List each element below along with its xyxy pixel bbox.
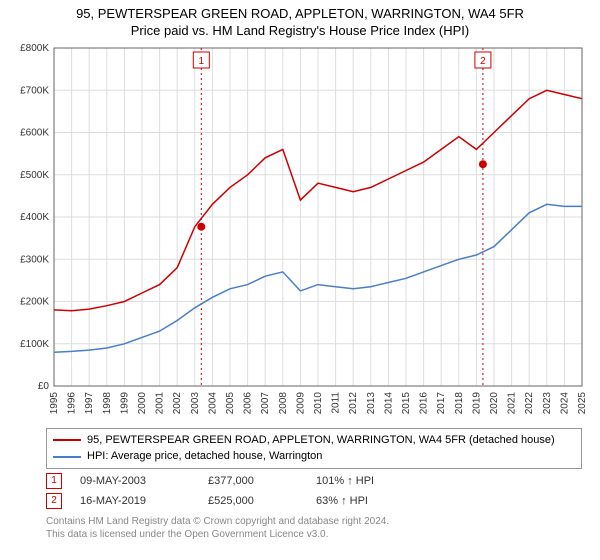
svg-text:2024: 2024 — [559, 391, 570, 414]
svg-text:2008: 2008 — [278, 391, 289, 414]
svg-text:2: 2 — [480, 56, 486, 67]
svg-text:2000: 2000 — [137, 391, 148, 414]
svg-text:2012: 2012 — [348, 391, 359, 414]
svg-text:2005: 2005 — [225, 391, 236, 414]
svg-text:£200K: £200K — [20, 296, 49, 307]
svg-text:2010: 2010 — [313, 391, 324, 414]
svg-text:1999: 1999 — [119, 391, 130, 414]
svg-text:1: 1 — [199, 56, 205, 67]
chart-container: 95, PEWTERSPEAR GREEN ROAD, APPLETON, WA… — [0, 0, 600, 545]
legend-swatch-2 — [53, 456, 81, 458]
svg-text:£500K: £500K — [20, 170, 49, 181]
legend-row-1: 95, PEWTERSPEAR GREEN ROAD, APPLETON, WA… — [53, 432, 575, 449]
marker-date-1: 09-MAY-2003 — [80, 475, 190, 487]
svg-text:1996: 1996 — [67, 391, 78, 414]
marker-date-2: 16-MAY-2019 — [80, 495, 190, 507]
marker-row-2: 2 16-MAY-2019 £525,000 63% ↑ HPI — [46, 493, 582, 509]
chart-title-line1: 95, PEWTERSPEAR GREEN ROAD, APPLETON, WA… — [10, 6, 590, 23]
svg-text:2023: 2023 — [542, 391, 553, 414]
legend-label-2: HPI: Average price, detached house, Warr… — [87, 448, 322, 465]
svg-text:2014: 2014 — [383, 391, 394, 414]
svg-text:1995: 1995 — [49, 391, 60, 414]
svg-text:2002: 2002 — [172, 391, 183, 414]
marker-row-1: 1 09-MAY-2003 £377,000 101% ↑ HPI — [46, 473, 582, 489]
footnote-line1: Contains HM Land Registry data © Crown c… — [46, 515, 582, 528]
marker-price-2: £525,000 — [208, 495, 298, 507]
footnote-line2: This data is licensed under the Open Gov… — [46, 528, 582, 541]
svg-text:2022: 2022 — [524, 391, 535, 414]
svg-text:1997: 1997 — [84, 391, 95, 414]
svg-text:2025: 2025 — [577, 391, 588, 414]
svg-text:1998: 1998 — [102, 391, 113, 414]
svg-text:2006: 2006 — [243, 391, 254, 414]
svg-text:2021: 2021 — [507, 391, 518, 414]
legend-row-2: HPI: Average price, detached house, Warr… — [53, 448, 575, 465]
svg-text:2015: 2015 — [401, 391, 412, 414]
legend-box: 95, PEWTERSPEAR GREEN ROAD, APPLETON, WA… — [46, 428, 582, 469]
svg-text:£300K: £300K — [20, 254, 49, 265]
marker-badge-1: 1 — [46, 473, 62, 489]
marker-badge-2: 2 — [46, 493, 62, 509]
svg-text:2011: 2011 — [331, 391, 342, 413]
svg-text:2003: 2003 — [190, 391, 201, 414]
marker-pct-1: 101% ↑ HPI — [316, 475, 426, 487]
marker-price-1: £377,000 — [208, 475, 298, 487]
svg-text:2007: 2007 — [260, 391, 271, 414]
svg-text:£600K: £600K — [20, 127, 49, 138]
legend-label-1: 95, PEWTERSPEAR GREEN ROAD, APPLETON, WA… — [87, 432, 555, 449]
svg-text:2016: 2016 — [419, 391, 430, 414]
svg-text:2019: 2019 — [471, 391, 482, 414]
svg-text:2017: 2017 — [436, 391, 447, 414]
svg-text:£100K: £100K — [20, 339, 49, 350]
svg-text:2001: 2001 — [155, 391, 166, 414]
chart-svg: £0 £100K £200K £300K £400K £500K £600K £700K £80… — [10, 42, 590, 422]
svg-text:£700K: £700K — [20, 85, 49, 96]
svg-text:2009: 2009 — [295, 391, 306, 414]
svg-text:£0: £0 — [38, 381, 50, 392]
svg-text:2020: 2020 — [489, 391, 500, 414]
chart-plot: £0 £100K £200K £300K £400K £500K £600K £700K £80… — [10, 42, 590, 422]
svg-text:£400K: £400K — [20, 212, 49, 223]
marker-pct-2: 63% ↑ HPI — [316, 495, 426, 507]
footnote: Contains HM Land Registry data © Crown c… — [46, 515, 582, 541]
svg-text:£800K: £800K — [20, 43, 49, 54]
chart-title-line2: Price paid vs. HM Land Registry's House … — [10, 23, 590, 38]
svg-text:2004: 2004 — [207, 391, 218, 414]
legend-swatch-1 — [53, 439, 81, 441]
svg-text:2013: 2013 — [366, 391, 377, 414]
svg-text:2018: 2018 — [454, 391, 465, 414]
